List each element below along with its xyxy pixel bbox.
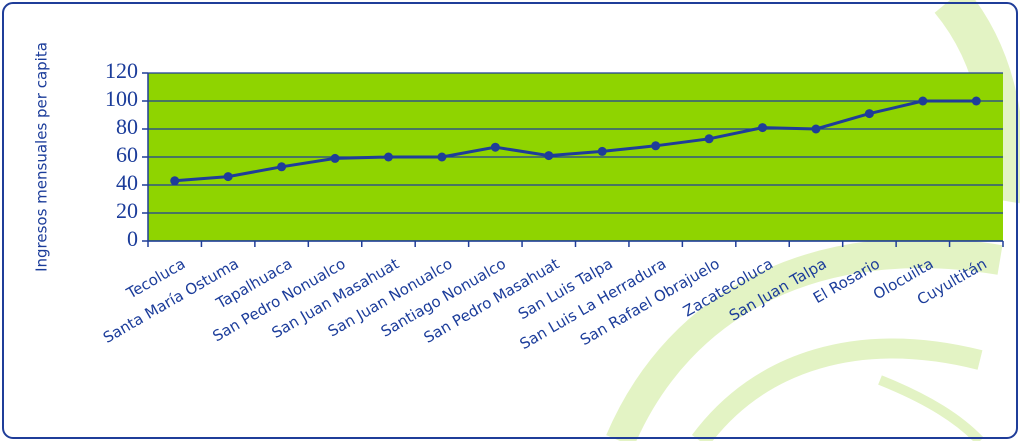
y-tick-label: 120 [105, 58, 138, 83]
y-tick-label: 0 [127, 226, 138, 251]
point [277, 162, 287, 172]
point [864, 109, 874, 119]
y-tick-label: 40 [116, 170, 138, 195]
line [174, 99, 977, 183]
y-tick-label: 80 [116, 114, 138, 139]
point [544, 151, 554, 161]
point [918, 96, 928, 106]
point [651, 141, 661, 151]
point [704, 134, 714, 144]
point [597, 146, 607, 156]
y-tick-label: 100 [105, 86, 138, 111]
point [383, 152, 393, 162]
point [490, 142, 500, 152]
point [223, 172, 233, 182]
point [437, 152, 447, 162]
point [170, 176, 180, 186]
point [330, 153, 340, 163]
point [811, 124, 821, 134]
y-tick-label: 60 [116, 142, 138, 167]
point [971, 96, 981, 106]
point [758, 123, 768, 133]
y-tick-label: 20 [116, 198, 138, 223]
y-axis-label: Ingresos mensuales per capita [33, 42, 51, 272]
